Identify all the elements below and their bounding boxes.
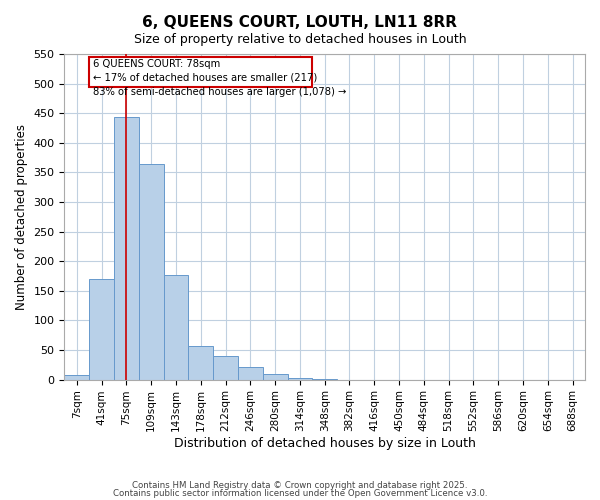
Text: Size of property relative to detached houses in Louth: Size of property relative to detached ho… [134, 32, 466, 46]
Text: 6 QUEENS COURT: 78sqm
← 17% of detached houses are smaller (217)
83% of semi-det: 6 QUEENS COURT: 78sqm ← 17% of detached … [93, 58, 346, 96]
Bar [313, 379, 337, 380]
Bar [287, 378, 313, 380]
Bar [263, 374, 287, 380]
Y-axis label: Number of detached properties: Number of detached properties [15, 124, 28, 310]
FancyBboxPatch shape [89, 57, 313, 86]
Bar [188, 346, 213, 380]
Bar [114, 118, 139, 380]
Bar [64, 375, 89, 380]
Bar [164, 275, 188, 380]
X-axis label: Distribution of detached houses by size in Louth: Distribution of detached houses by size … [174, 437, 476, 450]
Bar [213, 356, 238, 380]
Text: 6, QUEENS COURT, LOUTH, LN11 8RR: 6, QUEENS COURT, LOUTH, LN11 8RR [143, 15, 458, 30]
Text: Contains HM Land Registry data © Crown copyright and database right 2025.: Contains HM Land Registry data © Crown c… [132, 481, 468, 490]
Bar [238, 366, 263, 380]
Text: Contains public sector information licensed under the Open Government Licence v3: Contains public sector information licen… [113, 488, 487, 498]
Bar [139, 164, 164, 380]
Bar [89, 279, 114, 380]
